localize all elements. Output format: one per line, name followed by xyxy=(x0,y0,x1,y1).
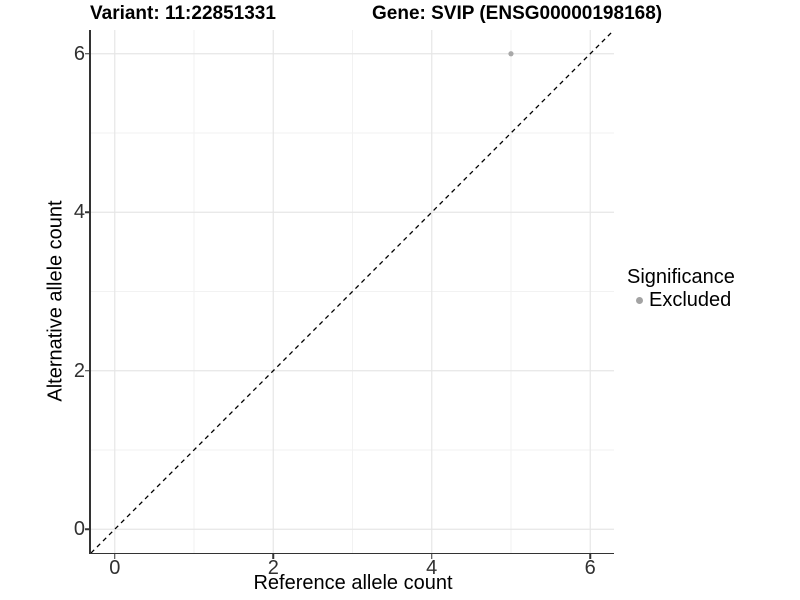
y-tick-mark xyxy=(84,211,90,213)
x-tick-label: 4 xyxy=(426,557,438,579)
x-tick-mark xyxy=(430,554,433,559)
data-point xyxy=(508,51,514,57)
x-tick-label: 0 xyxy=(109,557,121,579)
legend: Significance Excluded xyxy=(627,266,735,312)
variant-title: Variant: 11:22851331 xyxy=(90,3,276,24)
x-tick-mark xyxy=(272,554,274,559)
y-tick-label: 6 xyxy=(73,42,85,65)
gene-title: Gene: SVIP (ENSG00000198168) xyxy=(372,3,663,24)
y-tick-mark xyxy=(84,528,90,530)
x-tick-mark xyxy=(114,554,116,559)
legend-point-marker-icon xyxy=(636,297,643,304)
plot-canvas xyxy=(90,29,615,554)
legend-title: Significance xyxy=(627,266,735,288)
y-tick-label: 2 xyxy=(73,359,85,382)
y-tick-label: 4 xyxy=(73,201,85,224)
y-axis-line xyxy=(89,30,92,555)
legend-item-label: Excluded xyxy=(649,289,732,311)
x-tick-label: 6 xyxy=(584,557,596,579)
y-tick-mark xyxy=(84,369,90,372)
y-tick-label: 0 xyxy=(73,518,85,541)
x-axis-title: Reference allele count xyxy=(253,572,453,594)
y-tick-mark xyxy=(84,53,90,55)
legend-item-excluded: Excluded xyxy=(636,289,735,312)
x-tick-mark xyxy=(589,554,591,559)
x-axis-line xyxy=(89,552,615,555)
x-tick-label: 2 xyxy=(267,557,279,579)
plot-panel xyxy=(90,29,615,554)
identity-dashed-line xyxy=(90,29,615,554)
